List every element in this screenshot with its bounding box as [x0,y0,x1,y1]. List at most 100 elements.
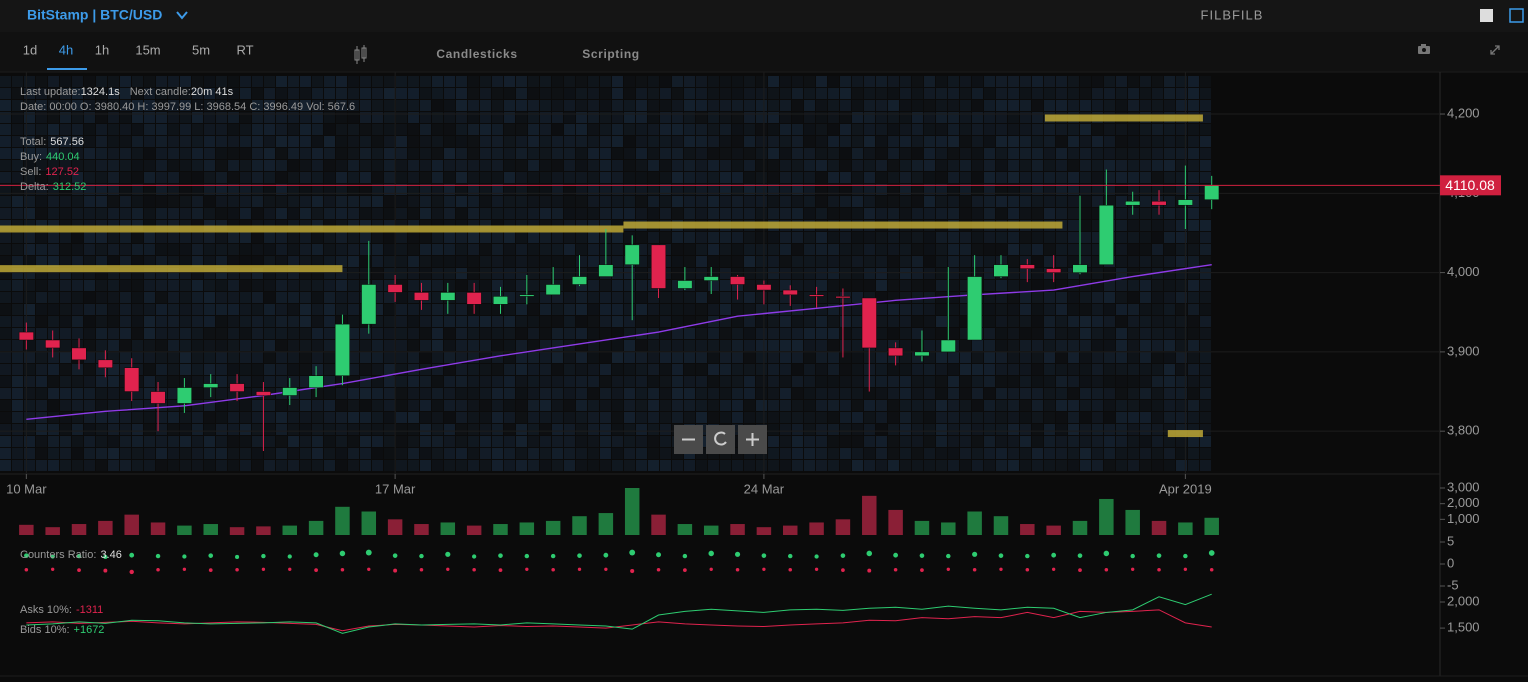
candle-body [492,296,508,305]
tab[interactable]: Scripting [582,47,639,61]
heatmap-cell [1032,208,1043,219]
heatmap-cell [708,460,719,471]
heatmap-cell [768,352,779,363]
heatmap-cell [12,424,23,435]
timeframe-button[interactable]: RT [236,42,253,57]
heatmap-cell [996,232,1007,243]
heatmap-cell [408,280,419,291]
heatmap-cell [960,256,971,267]
ratio-dot [472,567,476,572]
heatmap-cell [1152,160,1163,171]
heatmap-cell [168,448,179,459]
heatmap-cell [720,100,731,111]
market-selector[interactable]: BitStamp | BTC/USD [27,7,162,23]
heatmap-cell [312,112,323,123]
heatmap-cell [864,412,875,423]
heatmap-cell [1176,268,1187,279]
heatmap-cell [1152,184,1163,195]
volume-bar [308,520,324,535]
heatmap-cell [816,280,827,291]
heatmap-cell [132,340,143,351]
heatmap-cell [1200,100,1211,111]
heatmap-cell [744,160,755,171]
timeframe-button[interactable]: 5m [192,42,210,57]
heatmap-cell [840,340,851,351]
dropdown-chevron[interactable] [176,11,188,20]
heatmap-cell [624,292,635,303]
heatmap-cell [252,400,263,411]
heatmap-cell [516,208,527,219]
heatmap-cell [732,136,743,147]
heatmap-cell [996,400,1007,411]
heatmap-cell [672,232,683,243]
timeframe-button[interactable]: 4h [59,42,73,57]
heatmap-cell [852,376,863,387]
heatmap-cell [1188,364,1199,375]
heatmap-cell [84,460,95,471]
heatmap-cell [816,76,827,87]
heatmap-cell [900,400,911,411]
heatmap-cell [360,232,371,243]
heatmap-cell [156,268,167,279]
timeframe-button[interactable]: 15m [135,42,160,57]
heatmap-cell [720,376,731,387]
heatmap-cell [1200,424,1211,435]
heatmap-cell [1200,220,1211,231]
heatmap-cell [12,256,23,267]
price-label: 4110.08 [1445,177,1495,193]
heatmap-cell [444,328,455,339]
heatmap-cell [996,376,1007,387]
heatmap-cell [552,328,563,339]
heatmap-cell [1032,100,1043,111]
timeframe-button[interactable]: 1d [23,42,37,57]
candle-icon[interactable] [354,45,367,64]
reset-button[interactable] [706,425,735,454]
plus-icon [746,433,759,446]
heatmap-cell [876,112,887,123]
heatmap-cell [528,268,539,279]
layout-button[interactable] [1480,9,1493,22]
layout-button[interactable] [1509,8,1524,23]
heatmap-cell [48,412,59,423]
heatmap-cell [1056,340,1067,351]
heatmap-cell [60,304,71,315]
volume-bar [361,511,377,535]
candle-body [71,347,87,361]
heatmap-cell [756,328,767,339]
heatmap-cell [888,304,899,315]
heatmap-cell [552,112,563,123]
heatmap-cell [168,424,179,435]
timeframe-button[interactable]: 1h [95,42,109,57]
candle-body [835,296,851,299]
heatmap-cell [288,460,299,471]
heatmap-cell [576,400,587,411]
heatmap-cell [588,172,599,183]
heatmap-cell [504,184,515,195]
heatmap-cell [576,328,587,339]
heatmap-cell [60,184,71,195]
tab[interactable]: Candlesticks [436,47,517,61]
collapse-icon[interactable] [1490,45,1500,55]
heatmap-cell [324,352,335,363]
heatmap-cell [1080,304,1091,315]
heatmap-cell [1188,268,1199,279]
volume-bar [545,520,561,535]
heatmap-cell [120,280,131,291]
heatmap-cell [204,352,215,363]
screenshot-icon[interactable] [1418,44,1430,54]
ratio-dot [1051,567,1056,571]
heatmap-cell [456,160,467,171]
heatmap-cell [1008,148,1019,159]
heatmap-cell [168,136,179,147]
heatmap-cell [60,208,71,219]
heatmap-cell [612,292,623,303]
heatmap-cell [432,424,443,435]
ratio-dot [393,568,398,573]
heatmap-cell [876,172,887,183]
heatmap-cell [1176,376,1187,387]
heatmap-cell [1128,232,1139,243]
heatmap-cell [120,256,131,267]
heatmap-cell [264,256,275,267]
heatmap-cell [1140,436,1151,447]
heatmap-cell [816,244,827,255]
